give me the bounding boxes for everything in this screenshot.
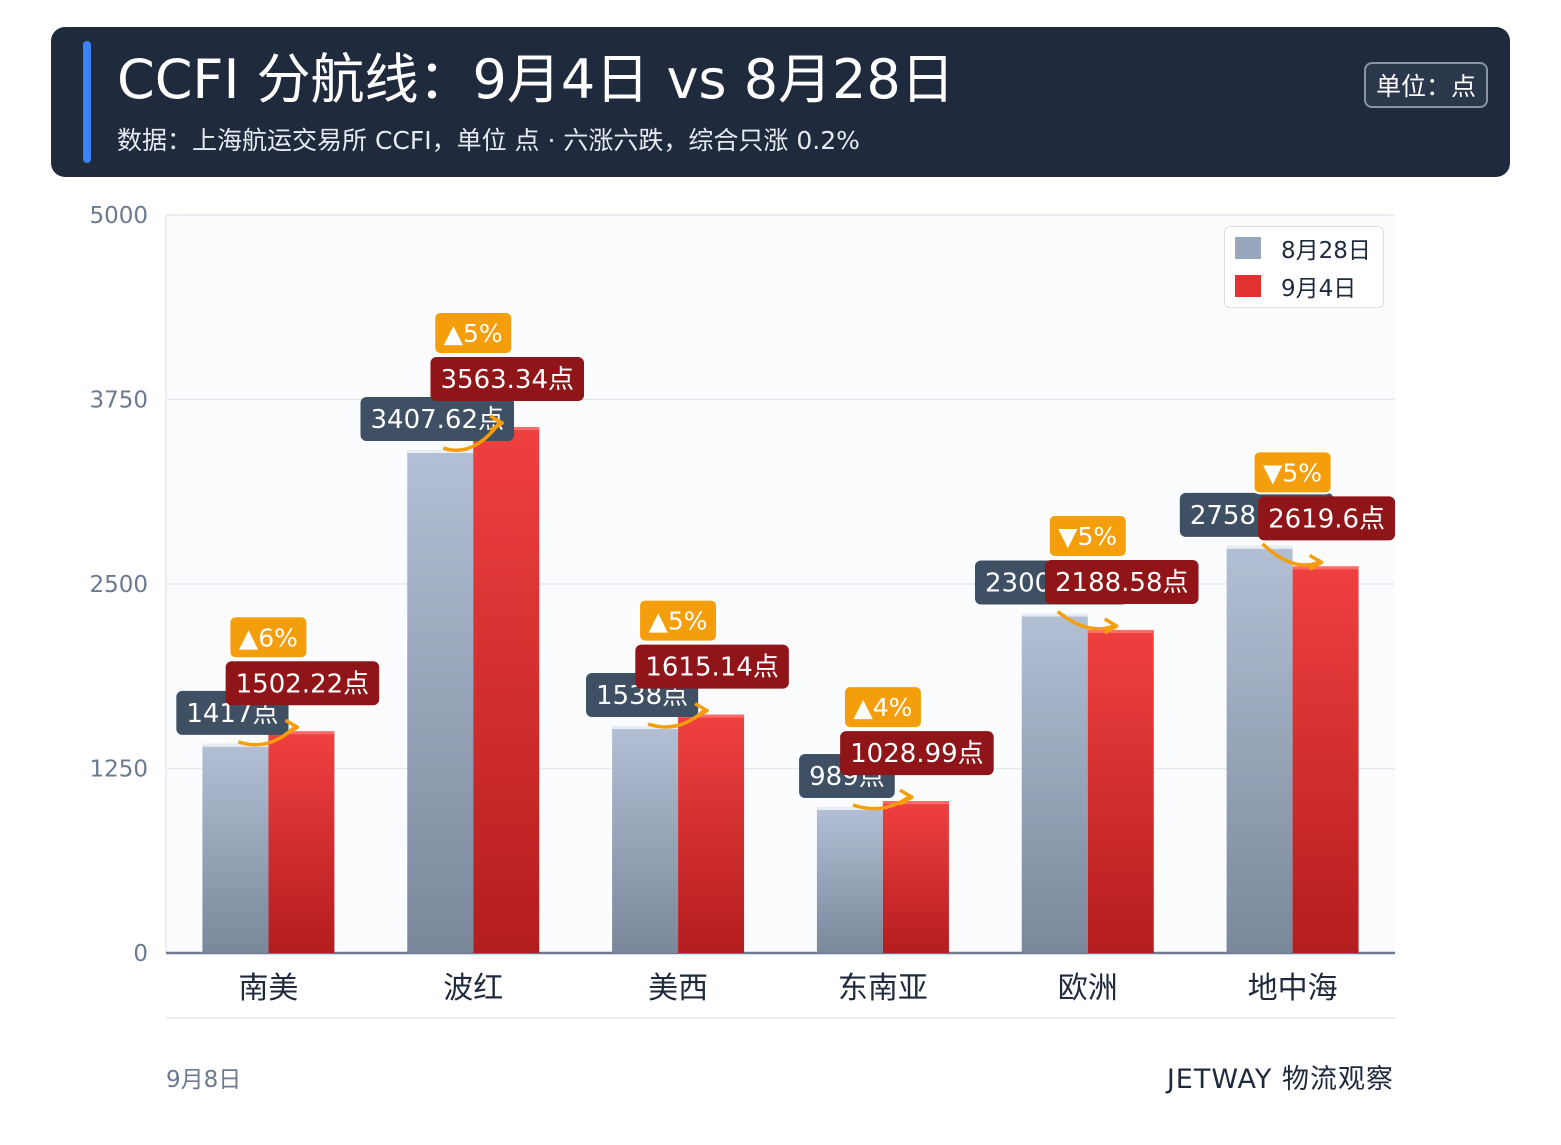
change-badge-text: ▼5% bbox=[1058, 522, 1117, 551]
value-label-curr-text: 1028.99点 bbox=[850, 739, 984, 769]
bar-curr bbox=[1292, 566, 1359, 953]
chart-subtitle: 数据：上海航运交易所 CCFI，单位 点 · 六涨六跌，综合只涨 0.2% bbox=[117, 126, 860, 155]
value-label-curr-bg bbox=[1258, 496, 1396, 541]
bar-curr bbox=[678, 714, 745, 953]
change-badge: ▲5% bbox=[638, 598, 719, 643]
value-label-curr-text: 2188.58点 bbox=[1055, 568, 1189, 598]
change-badge-text: ▼5% bbox=[1263, 458, 1322, 487]
bar-curr bbox=[1087, 629, 1154, 953]
change-arrow bbox=[1056, 610, 1115, 631]
legend-label-prev: 8月28日 bbox=[1281, 238, 1371, 264]
bar-prev bbox=[202, 743, 269, 953]
legend-swatch-curr bbox=[1235, 275, 1261, 297]
change-arrow-head bbox=[489, 414, 504, 432]
bar-curr-cap bbox=[882, 801, 949, 805]
legend-entry-prev: 8月28日 bbox=[1235, 234, 1371, 264]
change-arrow-head bbox=[284, 718, 300, 736]
bar-prev bbox=[407, 450, 474, 953]
bar-prev-cap bbox=[816, 807, 883, 811]
change-badge: ▼5% bbox=[1252, 450, 1333, 495]
bar-curr bbox=[473, 427, 540, 953]
bar-prev-cap bbox=[612, 725, 679, 729]
x-category-label: 地中海 bbox=[1248, 971, 1338, 1006]
value-label-curr: 2188.58点 bbox=[1044, 559, 1199, 604]
value-label-curr-bg bbox=[840, 731, 994, 776]
value-label-curr: 1502.22点 bbox=[225, 661, 380, 706]
value-label-prev-bg bbox=[360, 397, 515, 442]
bar-curr bbox=[268, 731, 335, 953]
change-badge: ▼5% bbox=[1047, 513, 1128, 558]
change-arrow-head bbox=[694, 702, 709, 720]
value-label-curr: 2619.6点 bbox=[1258, 496, 1396, 541]
bar-prev-cap bbox=[1021, 613, 1088, 617]
change-badge-bg bbox=[1047, 513, 1128, 558]
chart-legend: 8月28日 9月4日 bbox=[1224, 226, 1384, 308]
change-badge-bg bbox=[638, 598, 719, 643]
legend-label-curr: 9月4日 bbox=[1281, 276, 1357, 302]
y-tick-label: 1250 bbox=[89, 757, 148, 783]
value-label-prev: 3407.62点 bbox=[360, 397, 515, 442]
value-label-curr-text: 1502.22点 bbox=[236, 669, 370, 699]
change-badge-text: ▲5% bbox=[649, 607, 708, 636]
y-tick-label: 5000 bbox=[89, 203, 148, 229]
value-label-curr-bg bbox=[635, 644, 789, 689]
bar-prev bbox=[612, 725, 679, 953]
bar-prev-cap bbox=[202, 743, 269, 747]
change-badge-bg bbox=[1252, 450, 1333, 495]
change-badge-text: ▲4% bbox=[853, 693, 912, 722]
bar-curr-cap bbox=[678, 714, 745, 718]
change-badge: ▲5% bbox=[433, 311, 514, 356]
bar-prev-cap bbox=[407, 450, 474, 454]
bar-prev bbox=[816, 807, 883, 953]
value-label-curr-bg bbox=[1044, 559, 1199, 604]
header-banner: CCFI 分航线：9月4日 vs 8月28日 数据：上海航运交易所 CCFI，单… bbox=[51, 27, 1510, 177]
footer-brand: JETWAY 物流观察 bbox=[1166, 1064, 1394, 1095]
x-category-label: 欧洲 bbox=[1058, 971, 1118, 1006]
y-tick-label: 0 bbox=[133, 941, 148, 967]
value-label-curr-text: 3563.34点 bbox=[440, 365, 574, 395]
x-category-label: 东南亚 bbox=[838, 971, 928, 1006]
y-tick-label: 2500 bbox=[89, 572, 148, 598]
bar-prev-cap bbox=[1226, 545, 1293, 549]
change-arrow bbox=[1261, 542, 1320, 567]
bar-prev bbox=[1021, 613, 1088, 953]
value-label-curr-text: 1615.14点 bbox=[645, 653, 779, 683]
footer-date: 9月8日 bbox=[166, 1067, 242, 1093]
value-label-curr-bg bbox=[430, 357, 585, 402]
change-badge: ▲4% bbox=[842, 685, 923, 730]
x-category-label: 美西 bbox=[648, 971, 708, 1006]
value-label-curr: 1028.99点 bbox=[840, 731, 994, 776]
value-label-curr: 1615.14点 bbox=[635, 644, 789, 689]
change-badge-text: ▲6% bbox=[239, 623, 298, 652]
bar-curr bbox=[882, 801, 949, 953]
bar-curr-cap bbox=[1087, 629, 1154, 633]
value-label-curr-text: 2619.6点 bbox=[1268, 504, 1385, 534]
x-category-label: 南美 bbox=[238, 971, 298, 1006]
bar-curr-cap bbox=[268, 731, 335, 735]
change-arrow-head bbox=[1103, 617, 1119, 635]
value-label-curr-bg bbox=[225, 661, 380, 706]
x-category-label: 波红 bbox=[443, 971, 503, 1006]
legend-swatch-prev bbox=[1235, 237, 1261, 259]
value-label-curr: 3563.34点 bbox=[430, 357, 585, 402]
change-badge-text: ▲5% bbox=[444, 319, 503, 348]
change-badge: ▲6% bbox=[228, 615, 309, 660]
value-label-prev-text: 3407.62点 bbox=[370, 405, 504, 435]
change-badge-bg bbox=[842, 685, 923, 730]
accent-bar bbox=[83, 41, 91, 163]
change-badge-bg bbox=[433, 311, 514, 356]
unit-badge: 单位：点 bbox=[1363, 62, 1488, 108]
legend-entry-curr: 9月4日 bbox=[1235, 272, 1357, 302]
change-arrow-head bbox=[1308, 553, 1324, 571]
change-arrow-head bbox=[899, 788, 914, 806]
y-tick-label: 3750 bbox=[89, 388, 148, 414]
bar-curr-cap bbox=[1292, 566, 1359, 570]
bar-prev bbox=[1226, 545, 1293, 953]
chart-title: CCFI 分航线：9月4日 vs 8月28日 bbox=[117, 48, 955, 111]
change-badge-bg bbox=[228, 615, 309, 660]
